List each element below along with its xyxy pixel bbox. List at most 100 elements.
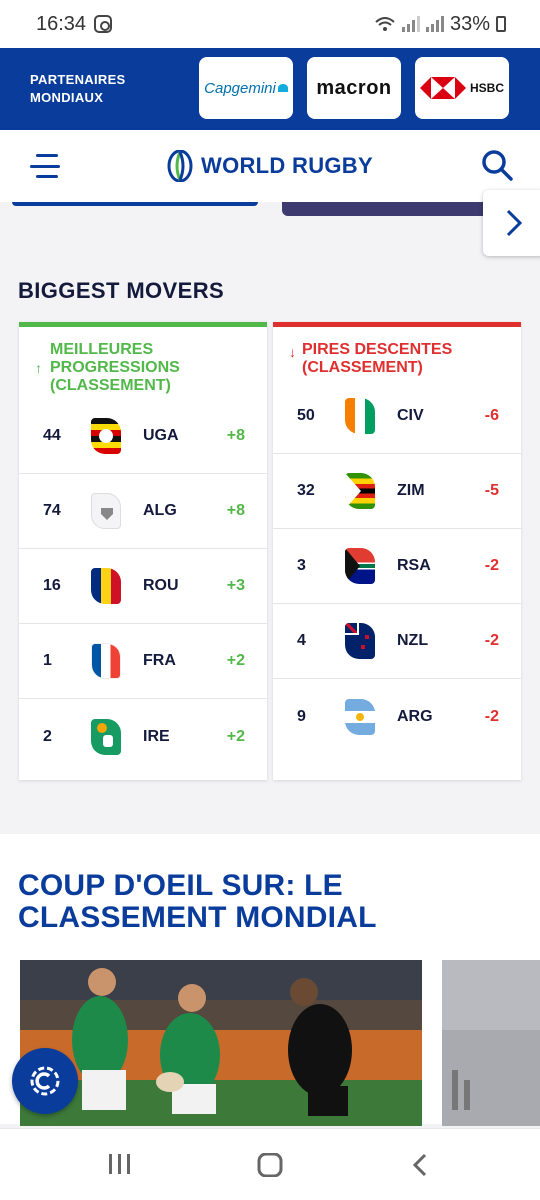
france-flag-icon (91, 643, 121, 679)
rank: 32 (297, 482, 315, 499)
rank: 4 (297, 632, 306, 649)
biggest-gainers-card: ↑ MEILLEURES PROGRESSIONS (CLASSEMENT) 4… (19, 322, 267, 780)
cookie-icon (30, 1066, 60, 1096)
mover-row[interactable]: 16 ROU +3 (19, 549, 267, 624)
fallers-heading: ↓ PIRES DESCENTES (CLASSEMENT) (273, 327, 521, 377)
gainers-heading-text: MEILLEURES PROGRESSIONS (CLASSEMENT) (34, 341, 180, 395)
arrow-up-icon: ↑ (35, 360, 42, 376)
partners-banner: PARTENAIRES MONDIAUX Capgemini macron HS… (0, 48, 540, 130)
romania-flag-icon (91, 568, 121, 604)
country-code: IRE (143, 727, 170, 745)
hsbc-logo[interactable]: HSBC (415, 57, 509, 119)
mover-row[interactable]: 32 ZIM -5 (273, 454, 521, 529)
fallers-heading-line1: PIRES DESCENTES (302, 341, 453, 358)
rank: 16 (43, 577, 61, 594)
capgemini-text: Capgemini (204, 79, 276, 97)
previous-card-edge-left (12, 202, 258, 206)
arrow-down-icon: ↓ (289, 344, 296, 360)
battery-icon (496, 16, 506, 32)
zimbabwe-flag-icon (345, 473, 375, 509)
country-code: NZL (397, 632, 429, 649)
south-africa-flag-icon (345, 548, 375, 584)
country-code: ZIM (397, 482, 425, 499)
top-navigation: WORLD RUGBY (0, 130, 540, 202)
menu-icon[interactable] (30, 154, 60, 178)
mover-row[interactable]: 3 RSA -2 (273, 529, 521, 604)
feature-photo[interactable] (20, 960, 422, 1126)
search-icon[interactable] (480, 148, 514, 182)
mover-row[interactable]: 1 FRA +2 (19, 624, 267, 699)
mover-row[interactable]: 2 IRE +2 (19, 699, 267, 774)
feature-section: COUP D'OEIL SUR: LE CLASSEMENT MONDIAL (0, 834, 540, 1126)
hsbc-hexagon-icon (419, 77, 466, 99)
status-left: 16:34 (36, 12, 113, 36)
country-code: FRA (143, 652, 176, 669)
world-rugby-ball-icon (167, 150, 193, 182)
signal-icon-1 (401, 16, 420, 32)
rank: 1 (43, 652, 52, 669)
rugby-match-photo (20, 960, 422, 1126)
country-code: ALG (143, 502, 177, 519)
gainers-heading-line3: (CLASSEMENT) (50, 377, 171, 394)
country-code: UGA (143, 427, 179, 444)
gainers-heading: ↑ MEILLEURES PROGRESSIONS (CLASSEMENT) (19, 327, 267, 395)
rank: 50 (297, 407, 315, 424)
argentina-flag-icon (345, 698, 375, 735)
battery-percent: 33% (449, 12, 490, 35)
placeholder-shield-icon (91, 493, 121, 529)
country-code: ROU (143, 577, 179, 594)
status-time: 16:34 (36, 12, 87, 35)
macron-logo[interactable]: macron (307, 57, 401, 119)
partners-label-line2: MONDIAUX (30, 90, 104, 105)
capgemini-logo[interactable]: Capgemini (199, 57, 293, 119)
biggest-movers-title: BIGGEST MOVERS (18, 278, 225, 303)
biggest-fallers-card: ↓ PIRES DESCENTES (CLASSEMENT) 50 CIV -6… (273, 322, 521, 780)
country-code: CIV (397, 407, 424, 424)
fallers-heading-text: PIRES DESCENTES (CLASSEMENT) (302, 341, 452, 377)
rank: 9 (297, 707, 306, 725)
macron-text: macron (316, 76, 392, 99)
home-icon[interactable] (257, 1152, 283, 1182)
gainers-list: 44 UGA +8 74 ALG +8 16 ROU +3 1 FRA +2 (19, 399, 267, 774)
ivory-coast-flag-icon (345, 398, 375, 434)
fallers-heading-line2: (CLASSEMENT) (302, 359, 423, 376)
previous-card-edge-right (282, 202, 528, 216)
next-feature-photo[interactable] (442, 960, 540, 1126)
rank-change: +8 (226, 427, 245, 444)
recent-apps-icon[interactable] (108, 1153, 132, 1180)
rank: 3 (297, 557, 306, 574)
partners-label-line1: PARTENAIRES (30, 72, 126, 87)
rank-change: +3 (226, 577, 245, 594)
brand-name: WORLD RUGBY (201, 153, 373, 178)
country-code: ARG (397, 707, 433, 725)
back-icon[interactable] (412, 1153, 428, 1182)
fallers-list: 50 CIV -6 32 ZIM -5 3 RSA -2 4 (273, 379, 521, 754)
instagram-icon (94, 15, 113, 33)
carousel-next-button[interactable] (483, 190, 540, 256)
rank-change: -5 (484, 482, 499, 499)
rank-change: -2 (484, 632, 499, 649)
mover-row[interactable]: 50 CIV -6 (273, 379, 521, 454)
uganda-flag-icon (91, 418, 121, 454)
hsbc-text: HSBC (469, 81, 504, 95)
cookie-settings-button[interactable] (12, 1048, 78, 1114)
world-rugby-logo[interactable]: WORLD RUGBY (167, 150, 373, 182)
gainers-heading-line1: MEILLEURES (50, 341, 154, 358)
mover-row[interactable]: 4 NZL -2 (273, 604, 521, 679)
rank: 2 (43, 727, 52, 745)
country-code: RSA (397, 557, 431, 574)
rank-change: -2 (484, 707, 499, 725)
rank: 74 (43, 502, 61, 519)
capgemini-spade-icon (277, 84, 288, 92)
mover-row[interactable]: 44 UGA +8 (19, 399, 267, 474)
ireland-rugby-flag-icon (91, 718, 121, 755)
partners-label: PARTENAIRES MONDIAUX (30, 71, 190, 107)
mover-row[interactable]: 9 ARG -2 (273, 679, 521, 754)
status-bar: 16:34 33% (0, 0, 540, 48)
stadium-photo (442, 960, 540, 1126)
status-right: 33% (374, 13, 506, 36)
wifi-icon (375, 17, 395, 31)
feature-title: COUP D'OEIL SUR: LE CLASSEMENT MONDIAL (18, 869, 377, 934)
mover-row[interactable]: 74 ALG +8 (19, 474, 267, 549)
new-zealand-flag-icon (345, 623, 375, 659)
